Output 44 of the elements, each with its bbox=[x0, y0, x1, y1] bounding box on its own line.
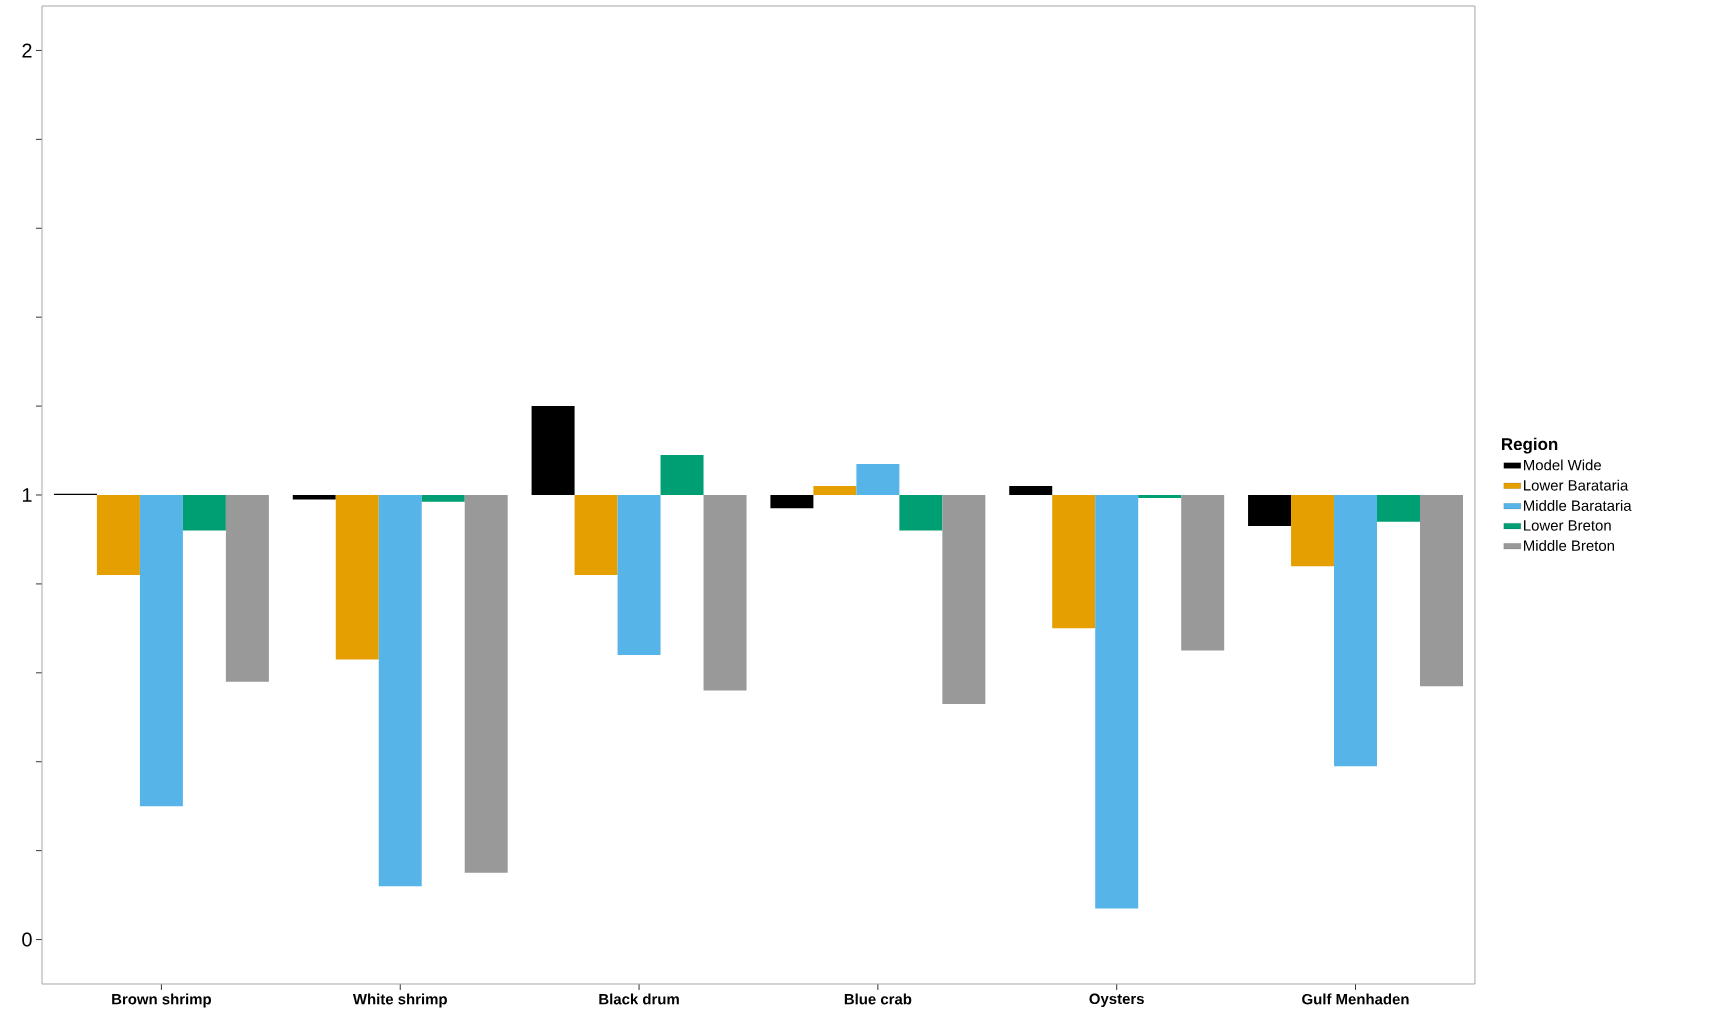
y-tick-label: 1 bbox=[22, 488, 32, 502]
bar bbox=[531, 406, 575, 495]
bar bbox=[574, 495, 618, 576]
bar bbox=[1138, 495, 1182, 499]
bar bbox=[899, 495, 943, 531]
x-tick-label: Blue crab bbox=[844, 993, 912, 1005]
bar bbox=[703, 495, 747, 691]
bar bbox=[1420, 495, 1463, 687]
bar bbox=[1334, 495, 1378, 767]
legend-label: Lower Breton bbox=[1524, 520, 1611, 531]
bar bbox=[1052, 495, 1096, 629]
bar bbox=[660, 454, 704, 495]
bar bbox=[942, 495, 986, 704]
bar bbox=[378, 495, 422, 887]
x-tick-label: Oysters bbox=[1089, 993, 1144, 1008]
x-tick-label: Gulf Menhaden bbox=[1302, 993, 1409, 1005]
bar bbox=[96, 495, 140, 576]
x-tick-label: Brown shrimp bbox=[112, 993, 212, 1008]
bar bbox=[617, 495, 661, 656]
y-tick-label: 0 bbox=[22, 932, 32, 947]
bar bbox=[421, 495, 465, 502]
bar bbox=[770, 495, 814, 509]
x-tick-label: Black drum bbox=[599, 993, 679, 1005]
bar bbox=[1377, 495, 1421, 522]
y-tick-label: 2 bbox=[22, 43, 32, 58]
legend-label: Middle Breton bbox=[1524, 540, 1615, 551]
bar bbox=[182, 495, 226, 531]
bar bbox=[856, 463, 900, 495]
legend-label: Model Wide bbox=[1524, 459, 1602, 471]
bar bbox=[1009, 486, 1053, 495]
bar bbox=[225, 495, 269, 682]
bar bbox=[813, 486, 857, 495]
bar bbox=[292, 495, 336, 500]
bar bbox=[1248, 495, 1292, 527]
bar bbox=[464, 495, 508, 873]
legend-title: Region bbox=[1502, 437, 1558, 454]
bar bbox=[1095, 495, 1139, 909]
bar bbox=[139, 495, 183, 807]
bar bbox=[1291, 495, 1335, 567]
x-tick-label: White shrimp bbox=[352, 993, 447, 1008]
legend-label: Middle Barataria bbox=[1524, 499, 1632, 511]
bar bbox=[335, 495, 379, 660]
legend-label: Lower Barataria bbox=[1524, 479, 1629, 491]
bar bbox=[1181, 495, 1225, 651]
